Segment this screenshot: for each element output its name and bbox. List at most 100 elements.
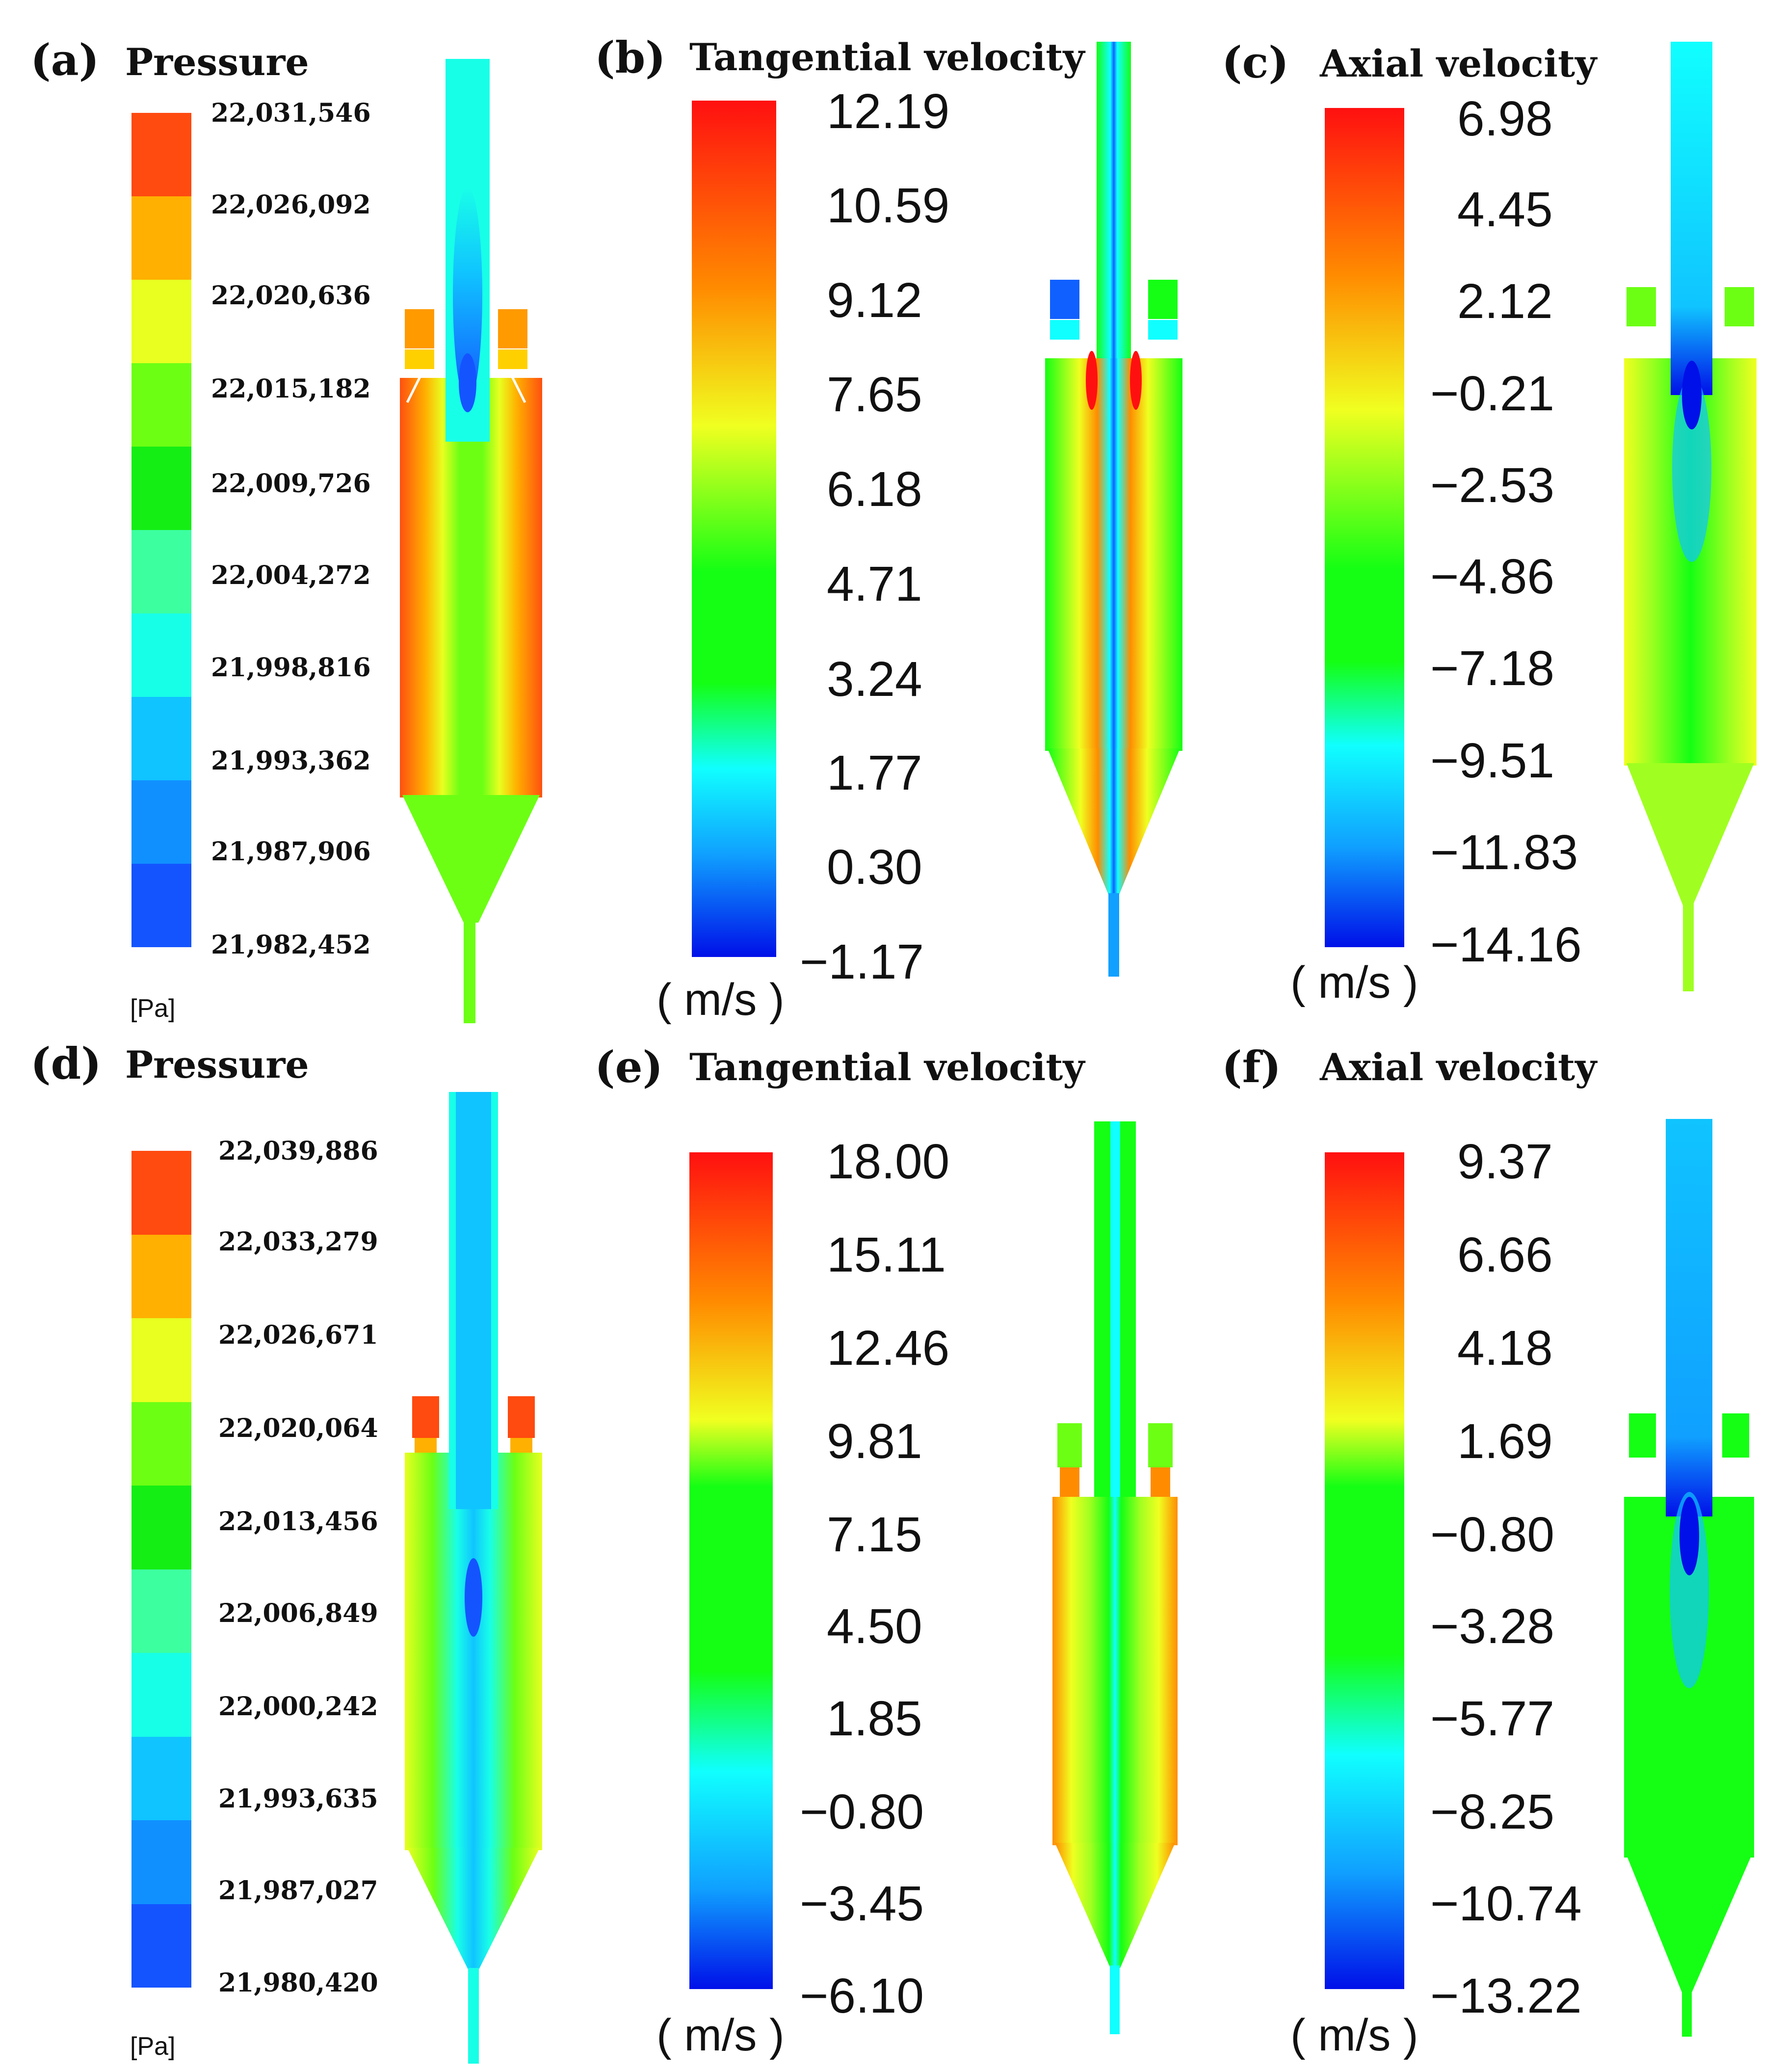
inlet-block-right	[508, 1396, 535, 1438]
separator-cone	[1627, 763, 1754, 905]
inlet-slot-right	[1151, 1467, 1170, 1497]
separator-body	[400, 378, 542, 797]
colorbar-band	[131, 1736, 191, 1820]
axial-velocity-contour-plot	[1624, 1119, 1754, 2037]
colorbar-tick-label: 22,015,182	[211, 374, 371, 404]
panel-title: Pressure	[125, 40, 309, 84]
colorbar-tick-label: 6.18	[827, 462, 922, 517]
separator-cone	[1048, 748, 1180, 896]
colorbar-unit: ( m/s )	[1290, 957, 1418, 1008]
colorbar-tick-label: −1.17	[800, 934, 924, 989]
inlet-slot-left	[1060, 1467, 1079, 1497]
pressure-colorbar	[131, 1151, 191, 1988]
panel-title: Axial velocity	[1320, 42, 1597, 85]
inlet-slot-left	[1050, 320, 1079, 340]
inlet-slot-left	[405, 349, 434, 369]
panel-label: (b)	[595, 32, 666, 83]
colorbar-tick-label: −14.16	[1430, 917, 1582, 972]
pressure-contour-plot	[400, 59, 542, 1023]
colorbar-tick-label: −10.74	[1430, 1876, 1582, 1931]
panel-label: (e)	[595, 1041, 663, 1092]
overflow-pipe	[1097, 42, 1131, 385]
inlet-block-right	[1148, 280, 1178, 319]
colorbar-band	[131, 196, 191, 280]
colorbar-band	[131, 1151, 191, 1235]
overflow-pipe	[449, 1092, 498, 1509]
low-pressure-core	[459, 353, 476, 412]
colorbar-band	[131, 447, 191, 530]
colorbar-tick-label: 22,039,886	[218, 1136, 378, 1166]
colorbar-tick-label: −11.83	[1430, 825, 1578, 880]
vortex-finder-edge	[406, 372, 423, 403]
colorbar-tick-label: 12.46	[827, 1321, 950, 1376]
colorbar-tick-label: 9.81	[827, 1414, 922, 1469]
colorbar-tick-label: 21,993,635	[218, 1784, 378, 1814]
underflow-pipe	[1110, 1966, 1120, 2034]
panel-f: (f) Axial velocity 9.37 6.66 4.18 1.69 −…	[1202, 1031, 1785, 2072]
colorbar-tick-label: 22,000,242	[218, 1692, 378, 1722]
pressure-contour-plot	[405, 1092, 542, 2064]
axial-velocity-colorbar	[1325, 108, 1404, 947]
inlet-slot-right	[1148, 320, 1178, 340]
colorbar-tick-label: 9.12	[827, 273, 922, 328]
colorbar-band	[131, 1234, 191, 1318]
colorbar-tick-label: −4.86	[1430, 549, 1555, 604]
colorbar-tick-label: −5.77	[1430, 1691, 1555, 1746]
panel-label: (d)	[30, 1038, 102, 1089]
colorbar-tick-label: −3.45	[800, 1876, 924, 1931]
colorbar-band	[131, 1569, 191, 1653]
panel-title: Pressure	[125, 1043, 309, 1087]
colorbar-tick-label: 12.19	[827, 84, 950, 139]
inlet-slot-right	[498, 349, 527, 369]
tangential-velocity-colorbar	[692, 101, 776, 957]
inlet-block-left	[1627, 287, 1656, 326]
separator-cone	[1055, 1843, 1175, 1968]
colorbar-band	[131, 1904, 191, 1988]
axial-velocity-colorbar	[1325, 1152, 1404, 1989]
colorbar-tick-label: 22,020,636	[211, 281, 371, 311]
reverse-flow-core	[1670, 1492, 1709, 1688]
panel-d: (d) Pressure 22,039,886 22,033,279 22,02…	[0, 1031, 589, 2072]
colorbar-tick-label: 4.45	[1457, 182, 1553, 237]
colorbar-unit: ( m/s )	[1290, 2010, 1418, 2060]
inlet-block-left	[412, 1396, 439, 1438]
colorbar-tick-label: 2.12	[1457, 274, 1553, 329]
panel-title: Tangential velocity	[689, 1045, 1085, 1089]
tangential-velocity-colorbar	[689, 1152, 773, 1989]
colorbar-tick-label: 21,980,420	[218, 1968, 378, 1998]
colorbar-tick-label: −0.21	[1430, 366, 1555, 421]
colorbar-tick-label: 4.18	[1457, 1321, 1553, 1376]
separator-body	[1045, 358, 1182, 751]
colorbar-tick-label: −3.28	[1430, 1599, 1555, 1654]
colorbar-tick-label: 22,009,726	[211, 469, 371, 499]
colorbar-tick-label: 22,033,279	[218, 1227, 378, 1257]
panel-e: (e) Tangential velocity 18.00 15.11 12.4…	[589, 1031, 1202, 2072]
colorbar-unit: [Pa]	[130, 2032, 176, 2061]
colorbar-tick-label: 1.85	[827, 1691, 922, 1746]
colorbar-unit: ( m/s )	[656, 2010, 785, 2060]
colorbar-band	[131, 780, 191, 864]
colorbar-band	[131, 280, 191, 363]
colorbar-unit: [Pa]	[130, 994, 176, 1023]
panel-label: (c)	[1222, 37, 1289, 88]
inlet-block-left	[1050, 280, 1079, 319]
tangential-velocity-contour-plot	[1045, 42, 1182, 977]
inlet-block-right	[498, 309, 527, 348]
colorbar-tick-label: 22,026,671	[218, 1320, 378, 1350]
colorbar-band	[131, 363, 191, 447]
colorbar-tick-label: 22,020,064	[218, 1413, 378, 1443]
colorbar-tick-label: 7.15	[827, 1507, 922, 1562]
pressure-colorbar	[131, 113, 191, 947]
colorbar-tick-label: 10.59	[827, 178, 950, 233]
tangential-velocity-contour-plot	[1052, 1121, 1178, 2034]
reverse-flow-core	[1672, 375, 1711, 562]
overflow-pipe	[1671, 42, 1712, 395]
colorbar-tick-label: 6.66	[1457, 1227, 1553, 1282]
colorbar-tick-label: 21,987,027	[218, 1876, 378, 1906]
colorbar-band	[131, 113, 191, 196]
panel-c: (c) Axial velocity 6.98 4.45 2.12 −0.21 …	[1202, 0, 1785, 1031]
panel-b: (b) Tangential velocity 12.19 10.59 9.12…	[589, 0, 1202, 1031]
colorbar-tick-label: 6.98	[1457, 91, 1553, 146]
colorbar-tick-label: −7.18	[1430, 641, 1555, 696]
inlet-block-right	[1722, 1413, 1749, 1458]
